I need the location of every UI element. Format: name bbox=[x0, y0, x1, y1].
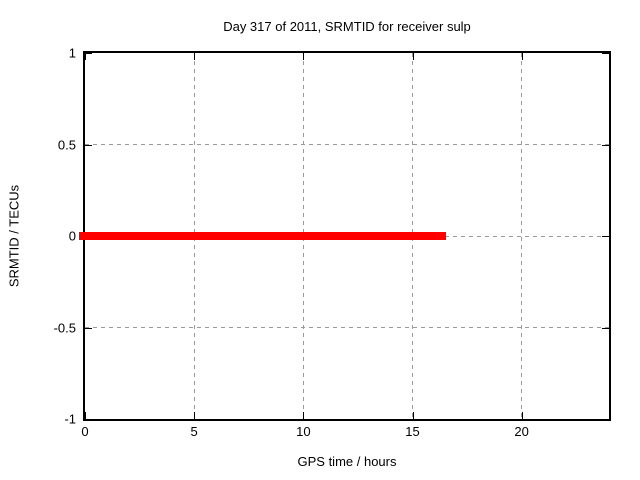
x-tick-label-0: 0 bbox=[81, 424, 89, 439]
y-tick-left--1 bbox=[85, 419, 92, 420]
gridline-y-0.5 bbox=[85, 144, 609, 145]
x-tick-bottom-5 bbox=[194, 412, 196, 419]
x-tick-bottom-10 bbox=[303, 412, 305, 419]
data-line-srmtid bbox=[79, 232, 447, 240]
x-tick-top-10 bbox=[303, 53, 305, 60]
x-tick-bottom-0 bbox=[85, 412, 86, 419]
y-tick-label--1: -1 bbox=[64, 411, 76, 427]
x-tick-label-10: 10 bbox=[296, 424, 311, 439]
plot-area bbox=[79, 53, 609, 420]
y-tick-right--1 bbox=[602, 419, 609, 420]
x-tick-bottom-20 bbox=[521, 412, 523, 419]
x-tick-label-5: 5 bbox=[190, 424, 198, 439]
x-tick-label-15: 15 bbox=[405, 424, 420, 439]
y-tick-label-0: 0 bbox=[68, 228, 76, 244]
y-tick-label-0.5: 0.5 bbox=[57, 137, 76, 152]
x-tick-top-20 bbox=[521, 53, 523, 60]
y-axis-label: SRMTID / TECUs bbox=[6, 184, 22, 288]
y-tick-left-1 bbox=[85, 53, 92, 54]
x-tick-bottom-15 bbox=[412, 412, 414, 419]
y-tick-left--0.5 bbox=[85, 327, 92, 329]
y-tick-left-0.5 bbox=[85, 144, 92, 146]
y-tick-label--0.5: -0.5 bbox=[53, 320, 76, 335]
y-tick-right--0.5 bbox=[602, 327, 609, 329]
x-tick-top-0 bbox=[85, 53, 86, 60]
x-tick-top-15 bbox=[412, 53, 414, 60]
y-tick-right-1 bbox=[602, 53, 609, 54]
y-tick-right-0.5 bbox=[602, 144, 609, 146]
x-tick-top-5 bbox=[194, 53, 196, 60]
x-axis-label: GPS time / hours bbox=[297, 454, 397, 469]
gridline-y--0.5 bbox=[85, 327, 609, 328]
chart-title: Day 317 of 2011, SRMTID for receiver sul… bbox=[223, 19, 471, 34]
y-tick-right-0 bbox=[602, 236, 609, 237]
y-tick-label-1: 1 bbox=[68, 45, 76, 61]
x-tick-label-20: 20 bbox=[514, 424, 529, 439]
